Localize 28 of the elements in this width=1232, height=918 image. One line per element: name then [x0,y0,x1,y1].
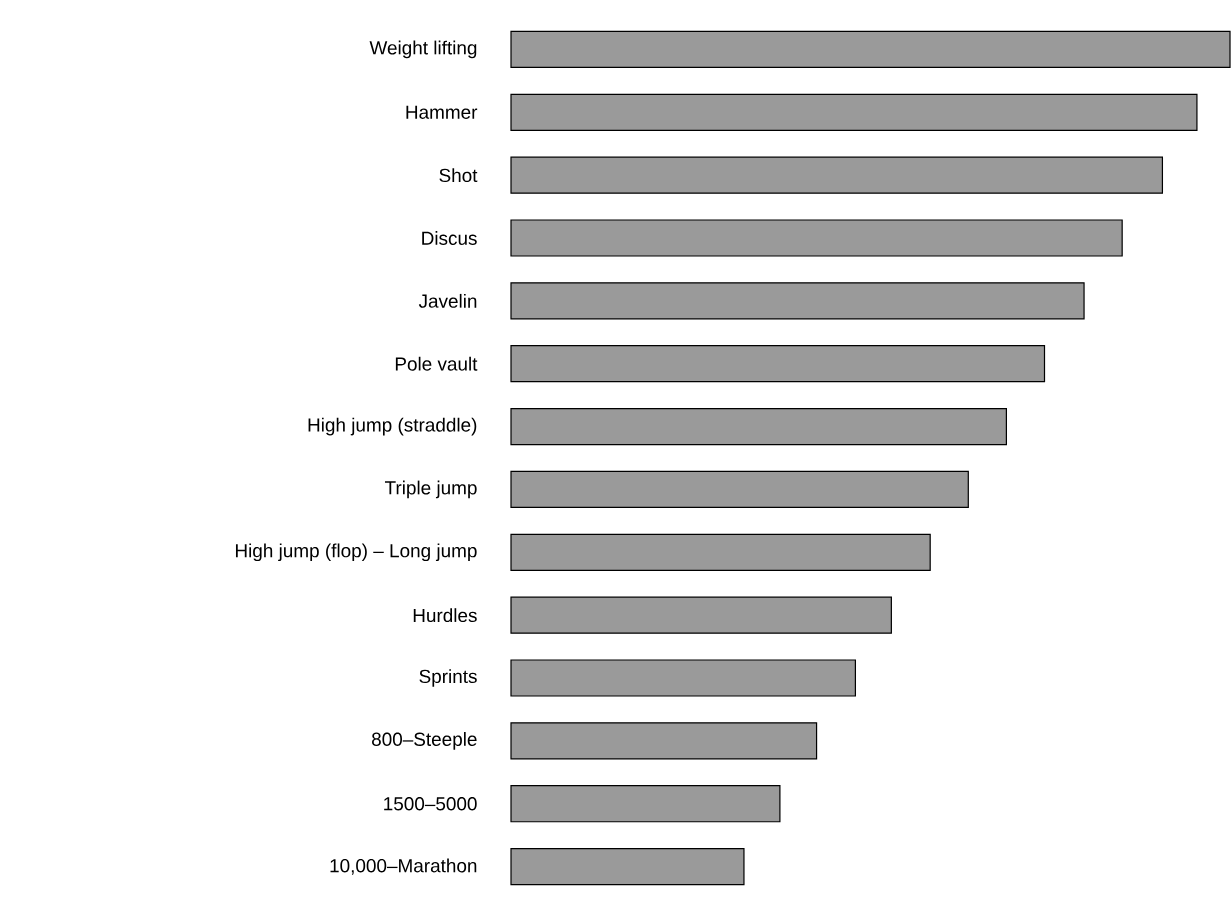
bar [510,596,892,634]
y-tick-label: Shot [439,168,478,183]
y-tick-label: High jump (straddle) [308,417,477,436]
bar [510,345,1046,383]
bar [510,722,818,760]
y-tick-label: Triple jump [384,480,477,499]
y-tick-label: Hammer [406,105,478,119]
bar [510,470,969,509]
y-tick-label: High jump (flop) – Long jump [235,543,477,562]
bar [510,533,931,571]
bar [510,282,1085,320]
y-tick-label: Discus [422,231,477,245]
y-tick-label: Pole vault [395,356,478,371]
bar [510,219,1123,257]
y-tick-label: 800–Steeple [372,732,477,750]
y-tick-label: 1500–5000 [384,797,477,811]
bar [510,785,781,823]
bar [510,156,1164,194]
bar [510,407,1007,446]
y-tick-label: 10,000–Marathon [330,858,477,875]
y-tick-label: Javelin [418,293,477,308]
bar [510,30,1231,69]
bar [510,93,1198,131]
y-tick-label: Sprints [419,669,477,687]
y-tick-label: Weight lifting [369,40,477,59]
y-tick-label: Hurdles [413,608,477,623]
bar [510,659,857,697]
bar [510,847,745,886]
